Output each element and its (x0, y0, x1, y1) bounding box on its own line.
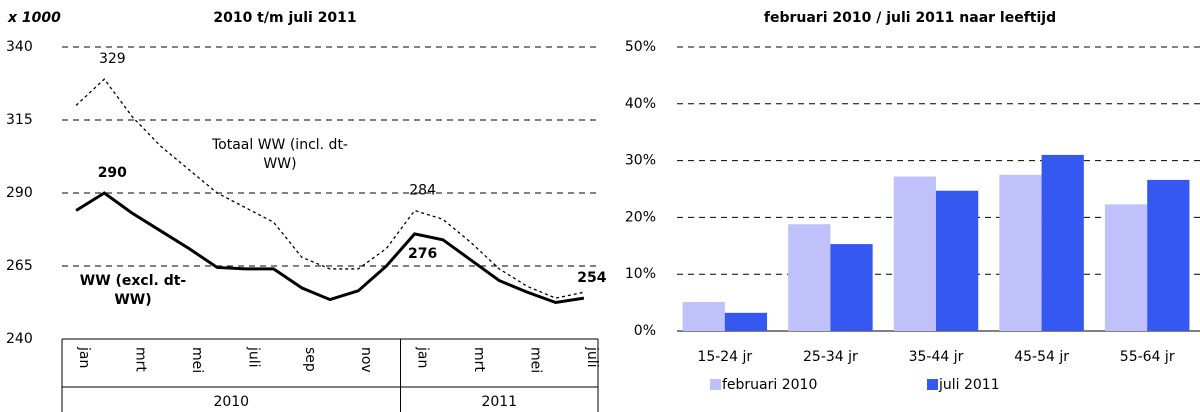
group-label: 2011 (481, 394, 517, 410)
series-label: Totaal WW (incl. dt-WW) (211, 137, 348, 172)
y-tick-label: 10% (625, 266, 656, 282)
data-label: 254 (577, 270, 606, 286)
unit-label: x 1000 (7, 10, 61, 26)
y-tick-label: 50% (625, 39, 656, 55)
legend-swatch (927, 379, 938, 390)
x-tick-label: juli (584, 346, 600, 368)
chart-title: 2010 t/m juli 2011 (213, 10, 356, 26)
y-tick-label: 30% (625, 153, 656, 169)
bar (788, 224, 831, 331)
bar (1147, 179, 1190, 331)
bar (1041, 154, 1084, 331)
bar (724, 312, 768, 331)
y-tick-label: 20% (625, 209, 656, 225)
data-label: 284 (409, 183, 436, 199)
data-label: 329 (99, 51, 126, 67)
bar (1104, 204, 1148, 331)
bar (682, 302, 725, 331)
data-label: 276 (408, 246, 437, 262)
legend-swatch (710, 379, 721, 390)
y-tick-label: 40% (625, 96, 656, 112)
x-tick-label: jan (76, 346, 92, 368)
bar (936, 190, 979, 331)
group-label: 2010 (213, 394, 249, 410)
y-tick-label: 340 (6, 39, 33, 55)
x-tick-label: sep (302, 347, 318, 372)
x-tick-label: nov (358, 347, 374, 373)
series-label: WW (excl. dt-WW) (79, 273, 187, 308)
x-tick-label: 35-44 jr (909, 349, 964, 365)
bar (999, 174, 1042, 331)
y-tick-label: 315 (6, 112, 33, 128)
x-tick-label: mrt (471, 347, 487, 372)
x-tick-label: mrt (133, 347, 149, 372)
line (75, 191, 585, 305)
legend-label: februari 2010 (722, 377, 817, 393)
line (75, 78, 585, 299)
bar (893, 176, 936, 331)
y-tick-label: 290 (6, 185, 33, 201)
x-tick-label: 55-64 jr (1120, 349, 1175, 365)
data-label: 290 (98, 165, 127, 181)
x-tick-label: jan (415, 346, 431, 368)
y-tick-label: 240 (6, 331, 33, 347)
y-tick-label: 265 (6, 258, 33, 274)
x-tick-label: 15-24 jr (697, 349, 752, 365)
chart-title: februari 2010 / juli 2011 naar leeftijd (764, 10, 1056, 26)
legend-label: juli 2011 (938, 377, 1000, 393)
x-tick-label: juli (245, 346, 261, 368)
x-tick-label: mei (189, 347, 205, 373)
x-tick-label: 25-34 jr (803, 349, 858, 365)
y-tick-label: 0% (634, 323, 656, 339)
bar (830, 244, 873, 331)
x-tick-label: mei (527, 347, 543, 373)
x-tick-label: 45-54 jr (1014, 349, 1069, 365)
